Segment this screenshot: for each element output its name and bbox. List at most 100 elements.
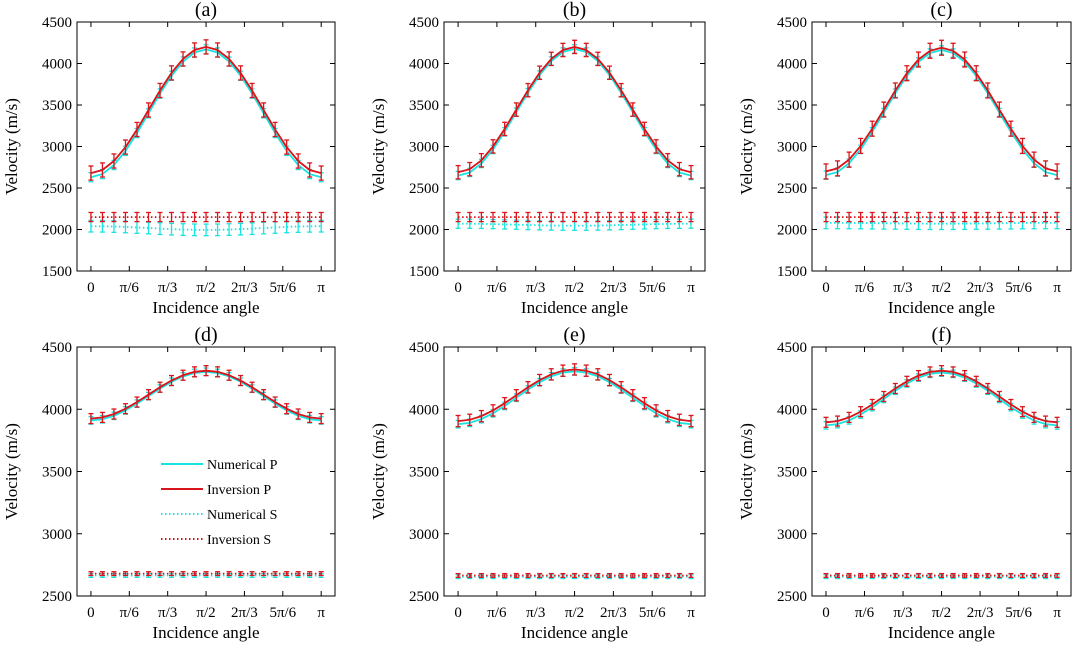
x-tick-label: π/3	[158, 280, 177, 296]
x-tick-label: 2π/3	[600, 605, 627, 621]
y-tick-label: 4000	[409, 402, 439, 418]
y-tick-label: 3000	[42, 527, 72, 543]
axes-box	[76, 346, 336, 597]
y-tick-label: 2500	[777, 181, 807, 197]
numerical-p	[88, 44, 324, 183]
panel-title: (f)	[932, 324, 952, 346]
y-tick-label: 3500	[777, 98, 807, 114]
y-tick-label: 3500	[777, 465, 807, 481]
legend-label: Inversion S	[207, 533, 271, 548]
x-tick-label: 0	[454, 280, 462, 296]
x-tick-label: π/3	[526, 605, 545, 621]
x-tick-label: π/6	[120, 605, 140, 621]
legend-label: Inversion P	[207, 483, 271, 498]
panel-b: (b) 1500 2000 2500 3000 3500 4000 4500 0 π/6 π/3 π/…	[369, 0, 706, 317]
legend-label: Numerical P	[207, 458, 278, 473]
inversion-s	[455, 572, 694, 578]
x-tick-label: 0	[87, 605, 95, 621]
axes-box	[811, 21, 1072, 272]
x-tick-label: 5π/6	[269, 280, 296, 296]
x-tick-label: π/2	[196, 605, 215, 621]
panel-a: (a) 1500 2000 2500 3000 3500 4000 4500 0 π/6 π/3 π/…	[2, 0, 336, 317]
inversion-p	[88, 39, 324, 181]
x-axis-label: Incidence angle	[152, 623, 259, 642]
x-tick-label: 5π/6	[269, 605, 296, 621]
numerical-p	[823, 368, 1060, 430]
panel-f: (f) 2500 3000 3500 4000 4500 0 π/6 π/3 π/2 2π/3 5π/…	[737, 324, 1072, 642]
x-tick-label: π/6	[487, 605, 507, 621]
legend-label: Numerical S	[207, 508, 277, 523]
numerical-s	[88, 219, 324, 237]
x-tick-label: π	[687, 605, 695, 621]
numerical-p	[88, 367, 324, 425]
y-tick-label: 3500	[42, 465, 72, 481]
x-tick-label: 2π/3	[600, 280, 627, 296]
y-axis-label: Velocity (m/s)	[369, 98, 388, 195]
y-tick-label: 4500	[777, 340, 807, 356]
y-tick-label: 3500	[409, 98, 439, 114]
numerical-p	[455, 366, 694, 429]
panel-title: (a)	[195, 0, 217, 21]
y-tick-label: 4000	[777, 402, 807, 418]
inversion-p	[455, 39, 694, 180]
x-tick-label: π/3	[893, 280, 912, 296]
x-tick-label: π/2	[196, 280, 215, 296]
inversion-s	[88, 211, 324, 223]
x-tick-label: 2π/3	[967, 280, 994, 296]
y-tick-label: 2000	[777, 223, 807, 239]
y-tick-label: 4500	[42, 340, 72, 356]
y-tick-label: 4000	[409, 57, 439, 73]
y-tick-label: 3000	[409, 527, 439, 543]
x-tick-label: 0	[87, 280, 95, 296]
x-tick-label: 5π/6	[639, 280, 666, 296]
y-tick-label: 4500	[42, 15, 72, 31]
y-tick-label: 2000	[409, 223, 439, 239]
axes-box	[811, 346, 1072, 597]
y-tick-label: 2500	[409, 181, 439, 197]
y-tick-label: 3000	[777, 527, 807, 543]
y-tick-label: 4500	[777, 15, 807, 31]
legend: Numerical P Inversion P Numerical S Inversi…	[161, 458, 278, 548]
inversion-s	[823, 572, 1060, 578]
x-tick-label: 0	[822, 605, 830, 621]
y-tick-label: 2000	[42, 223, 72, 239]
x-tick-label: π	[1053, 605, 1061, 621]
inversion-s	[455, 211, 694, 223]
x-tick-label: 5π/6	[639, 605, 666, 621]
x-axis-label: Incidence angle	[888, 623, 995, 642]
y-tick-label: 1500	[409, 264, 439, 280]
y-axis-label: Velocity (m/s)	[2, 423, 21, 520]
numerical-p-line	[825, 49, 1058, 176]
x-tick-label: π/6	[487, 280, 507, 296]
y-axis-label: Velocity (m/s)	[737, 423, 756, 520]
x-tick-label: π/3	[526, 280, 545, 296]
y-tick-label: 2500	[409, 589, 439, 605]
numerical-p	[455, 44, 694, 181]
y-tick-label: 2500	[42, 181, 72, 197]
x-tick-label: π/6	[855, 605, 875, 621]
y-axis-label: Velocity (m/s)	[2, 98, 21, 195]
inversion-p	[823, 365, 1060, 428]
y-tick-label: 1500	[777, 264, 807, 280]
numerical-p-line	[457, 47, 692, 177]
y-axis-label: Velocity (m/s)	[737, 98, 756, 195]
x-tick-label: π/2	[565, 605, 584, 621]
numerical-p	[823, 45, 1060, 180]
inversion-p	[88, 365, 324, 425]
x-tick-label: π	[317, 605, 325, 621]
inversion-s	[823, 211, 1060, 223]
panel-title: (d)	[194, 324, 217, 346]
y-tick-label: 2500	[777, 589, 807, 605]
x-axis-label: Incidence angle	[152, 298, 259, 317]
x-axis-label: Incidence angle	[888, 298, 995, 317]
y-tick-label: 4000	[42, 402, 72, 418]
panel-title: (c)	[930, 0, 952, 21]
inversion-p	[455, 363, 694, 428]
y-tick-label: 4000	[777, 57, 807, 73]
x-tick-label: 5π/6	[1005, 605, 1032, 621]
x-tick-label: π/6	[855, 280, 875, 296]
axes-box	[443, 346, 706, 597]
x-axis-label: Incidence angle	[521, 623, 628, 642]
x-tick-label: π	[1053, 280, 1061, 296]
y-tick-label: 4500	[409, 15, 439, 31]
